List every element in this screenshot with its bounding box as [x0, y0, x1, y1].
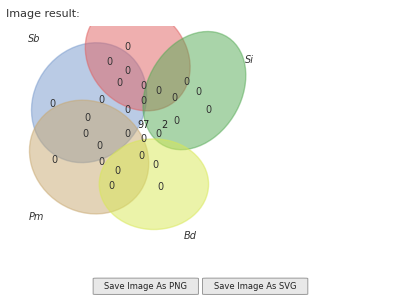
Text: 0: 0 [51, 155, 58, 165]
Text: 0: 0 [141, 81, 147, 91]
Text: 0: 0 [153, 159, 159, 170]
Text: 0: 0 [116, 78, 123, 88]
Text: Save Image As PNG: Save Image As PNG [104, 282, 187, 291]
Text: 0: 0 [141, 96, 147, 106]
Text: 2: 2 [161, 120, 167, 130]
Text: 0: 0 [205, 105, 212, 115]
FancyBboxPatch shape [93, 278, 198, 294]
Ellipse shape [85, 4, 190, 111]
Text: 0: 0 [108, 181, 115, 191]
Text: 0: 0 [98, 95, 104, 105]
Ellipse shape [143, 31, 246, 150]
Text: Os: Os [168, 0, 181, 2]
Text: 0: 0 [195, 87, 202, 97]
Text: 0: 0 [96, 141, 102, 152]
Text: 0: 0 [155, 129, 161, 140]
Text: Bd: Bd [184, 230, 197, 241]
Text: 0: 0 [183, 76, 190, 87]
Text: 0: 0 [155, 85, 161, 96]
Text: 0: 0 [98, 156, 104, 167]
Ellipse shape [30, 100, 149, 214]
Text: 0: 0 [106, 57, 113, 67]
Text: 0: 0 [141, 134, 147, 144]
FancyBboxPatch shape [202, 278, 308, 294]
Text: 0: 0 [84, 113, 90, 123]
Text: 0: 0 [49, 99, 56, 109]
Text: 0: 0 [82, 129, 88, 140]
Text: Image result:: Image result: [6, 9, 80, 19]
Text: Pm: Pm [29, 212, 44, 223]
Text: 0: 0 [124, 66, 131, 76]
Text: 97: 97 [138, 120, 150, 130]
Text: 0: 0 [114, 165, 121, 176]
Text: Si: Si [245, 55, 254, 66]
Text: 0: 0 [173, 116, 179, 126]
Text: Sb: Sb [28, 34, 40, 44]
Text: 0: 0 [171, 93, 177, 103]
Ellipse shape [32, 43, 147, 162]
Text: 0: 0 [124, 42, 131, 52]
Text: 0: 0 [139, 150, 145, 161]
Text: Save Image As SVG: Save Image As SVG [214, 282, 296, 291]
Text: 0: 0 [124, 105, 131, 115]
Text: 0: 0 [124, 129, 131, 140]
Ellipse shape [99, 139, 209, 230]
Text: 0: 0 [157, 182, 163, 192]
